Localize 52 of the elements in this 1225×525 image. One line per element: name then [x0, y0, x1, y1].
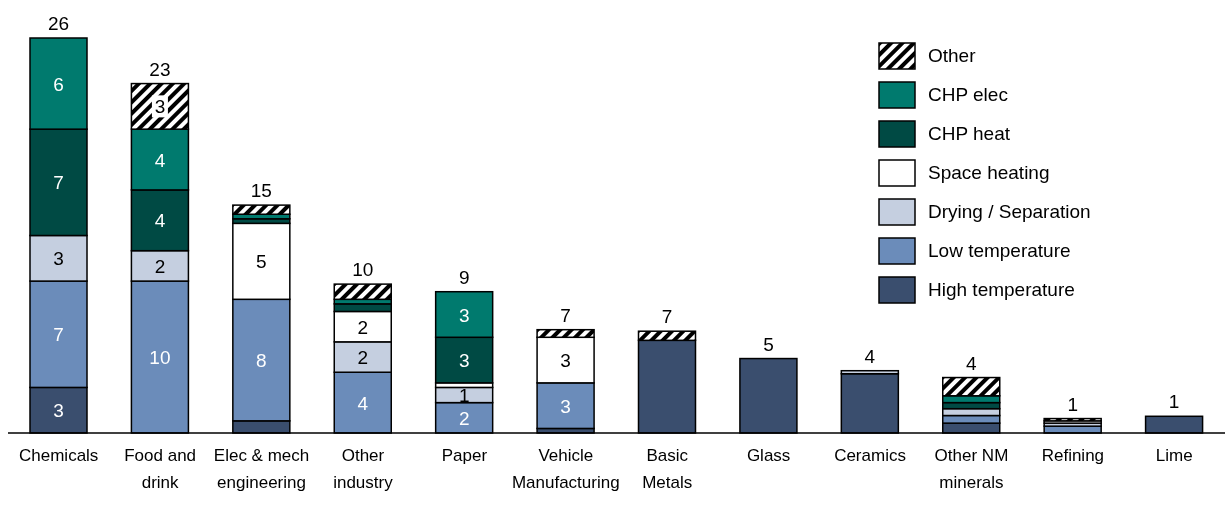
x-tick-label: Basic Metals — [642, 446, 693, 492]
total-label: 1 — [1168, 391, 1180, 413]
legend-label: Low temperature — [928, 239, 1071, 262]
x-tick-label: Chemicals — [19, 446, 99, 465]
data-label: 5 — [256, 251, 267, 273]
x-tick-label: Paper — [441, 446, 488, 465]
x-tick-label: Refining — [1041, 446, 1105, 465]
total-label: 7 — [560, 304, 571, 326]
data-label: 3 — [458, 304, 470, 326]
total-label: 4 — [864, 345, 876, 367]
total-label: 23 — [149, 58, 171, 80]
total-label: 5 — [763, 333, 774, 355]
data-label: 2 — [154, 255, 166, 277]
data-label: 1 — [458, 385, 470, 407]
x-tick-label: Ceramics — [834, 446, 906, 465]
legend-label: CHP elec — [928, 83, 1008, 106]
data-label: 3 — [53, 248, 64, 270]
total-label: 1 — [1067, 393, 1078, 415]
total-label: 7 — [661, 306, 673, 328]
x-tick-label: Vehicle Manufacturing — [511, 446, 620, 492]
data-label: 3 — [560, 350, 571, 372]
data-label: 2 — [357, 347, 369, 369]
data-label: 7 — [53, 172, 64, 194]
x-tick-label: Food and drink — [124, 446, 197, 492]
total-label: 15 — [250, 180, 272, 202]
total-label: 26 — [47, 13, 70, 34]
legend-label: High temperature — [928, 278, 1075, 301]
data-label: 8 — [256, 350, 267, 372]
data-label: 4 — [154, 210, 166, 232]
data-label: 7 — [53, 324, 64, 346]
data-label: 6 — [53, 73, 64, 95]
data-label: 4 — [154, 149, 166, 171]
total-label: 10 — [352, 259, 374, 281]
data-label: 4 — [357, 392, 369, 414]
total-label: 4 — [965, 352, 977, 374]
data-label: 3 — [560, 395, 571, 417]
total-label: 9 — [458, 266, 470, 288]
data-label: 3 — [154, 96, 166, 118]
legend-label: Space heating — [928, 161, 1050, 184]
x-tick-label: Other NM minerals — [934, 446, 1009, 492]
data-label: 3 — [53, 400, 64, 422]
data-label: 3 — [458, 350, 470, 372]
legend-label: CHP heat — [928, 122, 1011, 145]
x-tick-label: Elec & mech engineering — [213, 446, 310, 492]
x-tick-label: Other industry — [333, 446, 394, 492]
legend-label: Other — [928, 44, 976, 67]
data-label: 10 — [149, 347, 171, 369]
legend-label: Drying / Separation — [928, 200, 1091, 223]
data-label: 2 — [357, 316, 369, 338]
x-tick-label: Glass — [746, 446, 791, 465]
x-tick-label: Lime — [1155, 446, 1193, 465]
data-label: 2 — [458, 407, 470, 429]
